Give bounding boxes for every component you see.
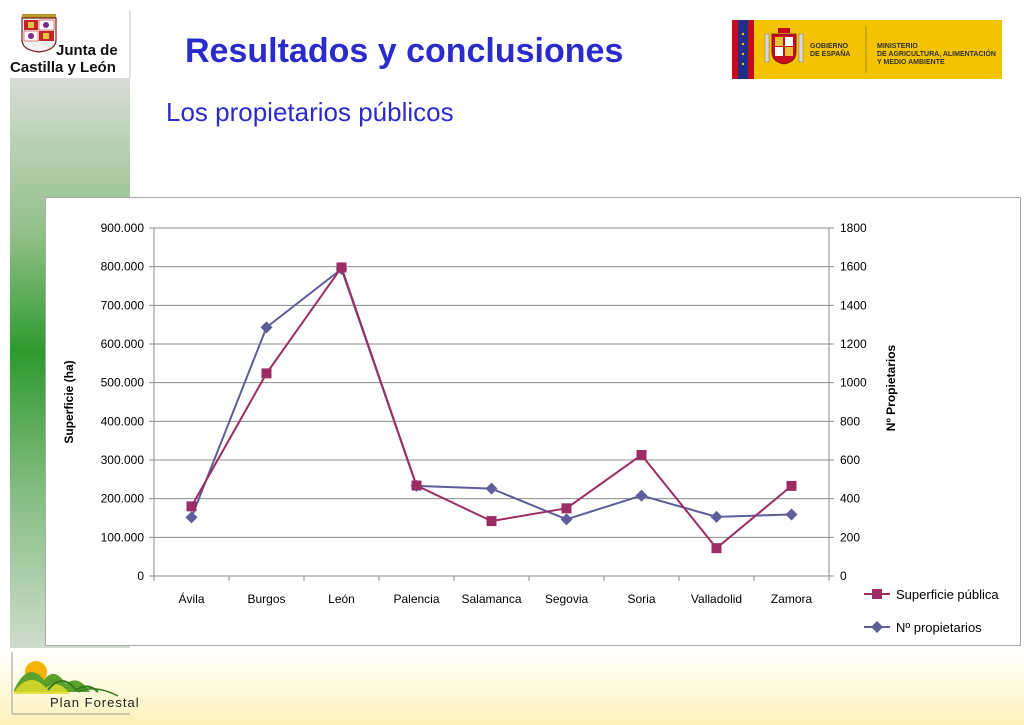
y2-tick-label: 1800 bbox=[840, 221, 867, 235]
data-point-superficie bbox=[261, 368, 272, 379]
y-tick-label: 300.000 bbox=[101, 453, 145, 467]
page-title: Resultados y conclusiones bbox=[185, 32, 624, 70]
data-point-superficie bbox=[186, 501, 197, 512]
y-tick-label: 100.000 bbox=[101, 530, 145, 544]
data-point-superficie bbox=[411, 480, 422, 491]
x-tick-label: Salamanca bbox=[461, 592, 521, 606]
data-point-superficie bbox=[486, 516, 497, 527]
y-tick-label: 0 bbox=[137, 569, 144, 583]
plan-forestal-logo-icon bbox=[11, 652, 130, 715]
x-tick-label: Valladolid bbox=[691, 592, 742, 606]
legend-marker-diamond bbox=[871, 621, 883, 633]
y-tick-label: 200.000 bbox=[101, 492, 145, 506]
x-tick-label: Segovia bbox=[545, 592, 589, 606]
y2-tick-label: 1200 bbox=[840, 337, 867, 351]
y2-tick-label: 1400 bbox=[840, 298, 867, 312]
ministry-line1: MINISTERIO bbox=[877, 43, 918, 50]
data-point-propietarios bbox=[560, 513, 573, 526]
gov-line1: GOBIERNO bbox=[810, 43, 849, 50]
line-chart: 0 0 100.000 200 200.000 400 300.000 600 400.000 8… bbox=[62, 221, 999, 635]
y2-tick-label: 1000 bbox=[840, 376, 867, 390]
data-point-superficie bbox=[561, 503, 572, 514]
page-subtitle: Los propietarios públicos bbox=[166, 97, 454, 127]
legend-label: Superficie pública bbox=[896, 587, 999, 602]
ministerio-text: MINISTERIO DE AGRICULTURA, ALIMENTACIÓN … bbox=[877, 43, 996, 67]
x-tick-label: León bbox=[328, 592, 355, 606]
data-point-superficie bbox=[336, 262, 347, 273]
series-line-propietarios bbox=[190, 267, 792, 521]
y-tick-label: 700.000 bbox=[101, 298, 145, 312]
data-point-propietarios bbox=[785, 508, 798, 521]
data-point-propietarios bbox=[260, 321, 273, 334]
ministry-line3: Y MEDIO AMBIENTE bbox=[877, 59, 945, 66]
x-tick-label: Zamora bbox=[771, 592, 813, 606]
data-point-propietarios bbox=[635, 489, 648, 502]
x-tick-label: Palencia bbox=[393, 592, 439, 606]
legend-marker-square bbox=[872, 589, 882, 599]
data-point-propietarios bbox=[485, 482, 498, 495]
y2-tick-label: 200 bbox=[840, 530, 860, 544]
jcyl-line1: Junta de bbox=[56, 42, 118, 59]
legend-label: Nº propietarios bbox=[896, 620, 982, 635]
gobierno-espana-logo-icon bbox=[732, 20, 1002, 79]
x-tick-label: Soria bbox=[627, 592, 655, 606]
gov-line2: DE ESPAÑA bbox=[810, 51, 851, 58]
x-tick-label: Ávila bbox=[178, 591, 204, 606]
data-point-superficie bbox=[786, 480, 797, 491]
plan-forestal-text: Plan Forestal bbox=[50, 695, 140, 710]
y-tick-label: 400.000 bbox=[101, 414, 145, 428]
jcyl-logo-text: Junta de Castilla y León bbox=[10, 42, 118, 76]
chart-frame: 0 0 100.000 200 200.000 400 300.000 600 400.000 8… bbox=[45, 197, 1021, 646]
y-tick-label: 800.000 bbox=[101, 260, 145, 274]
y2-tick-label: 400 bbox=[840, 492, 860, 506]
data-point-propietarios bbox=[185, 511, 198, 524]
data-point-superficie bbox=[711, 543, 722, 554]
y-axis-title: Superficie (ha) bbox=[62, 360, 76, 443]
series-line-superficie bbox=[190, 265, 793, 550]
y2-tick-label: 0 bbox=[840, 569, 847, 583]
data-point-propietarios bbox=[710, 510, 723, 523]
ministry-line2: DE AGRICULTURA, ALIMENTACIÓN bbox=[877, 51, 996, 58]
y2-tick-label: 1600 bbox=[840, 260, 867, 274]
x-tick-label: Burgos bbox=[247, 592, 285, 606]
bottom-band bbox=[0, 648, 1024, 725]
gobierno-text: GOBIERNO DE ESPAÑA bbox=[810, 43, 850, 59]
y-tick-label: 900.000 bbox=[101, 221, 145, 235]
jcyl-crest-icon bbox=[21, 10, 131, 78]
y-tick-label: 600.000 bbox=[101, 337, 145, 351]
jcyl-line2: Castilla y León bbox=[10, 59, 116, 76]
y-tick-label: 500.000 bbox=[101, 376, 145, 390]
y2-tick-label: 800 bbox=[840, 414, 860, 428]
y2-axis-title: Nº Propietarios bbox=[884, 344, 898, 431]
data-point-superficie bbox=[636, 449, 647, 460]
y2-tick-label: 600 bbox=[840, 453, 860, 467]
